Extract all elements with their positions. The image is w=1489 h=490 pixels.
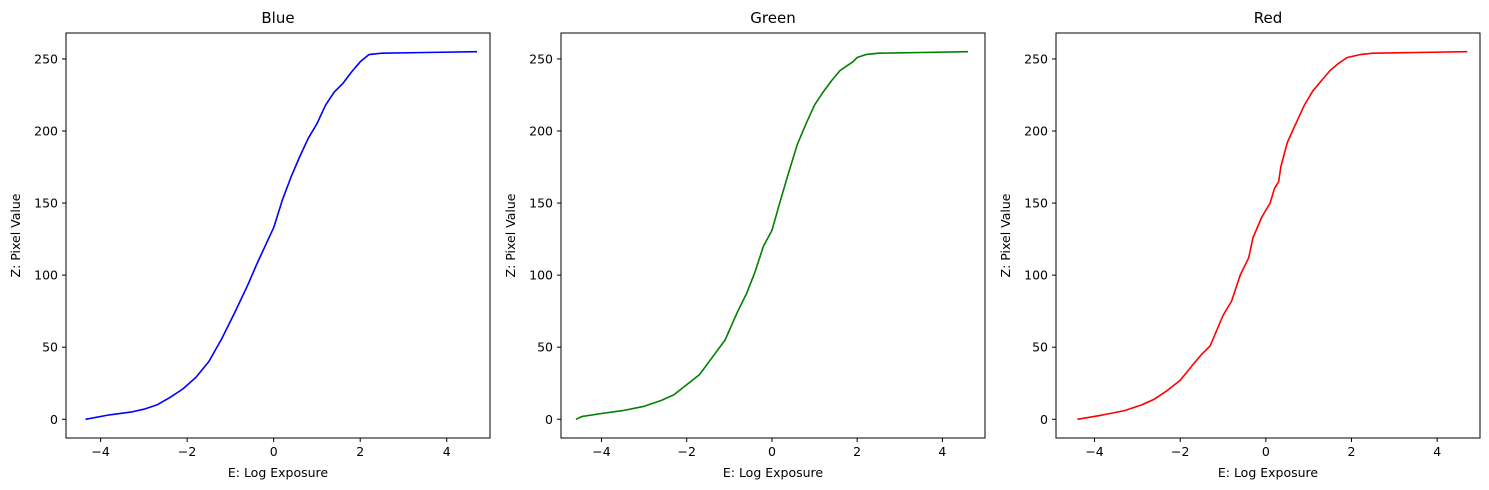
y-tick-label: 50 xyxy=(537,340,553,355)
x-tick-label: −4 xyxy=(592,444,610,459)
response-curve-line xyxy=(85,50,478,421)
x-tick-label: −4 xyxy=(91,444,109,459)
y-tick-label: 200 xyxy=(34,124,58,139)
y-axis: 0 50 100 150 200 250 xyxy=(529,51,561,427)
subplot-green: Green −4 −2 0 2 4 0 50 100 150 200 250 E: Log Exp… xyxy=(503,9,986,480)
y-axis: 0 50 100 150 200 250 xyxy=(34,51,66,427)
y-tick-label: 200 xyxy=(529,124,553,139)
x-tick-label: 0 xyxy=(1262,444,1270,459)
x-tick-label: 2 xyxy=(1348,444,1356,459)
x-tick-label: −2 xyxy=(178,444,196,459)
subplot-red: Red −4 −2 0 2 4 0 50 100 150 200 250 E: Log Expos… xyxy=(998,9,1481,480)
x-tick-label: 4 xyxy=(443,444,451,459)
y-tick-label: 250 xyxy=(529,51,553,66)
y-tick-label: 150 xyxy=(34,196,58,211)
y-tick-label: 0 xyxy=(545,412,553,427)
axes-frame xyxy=(1055,32,1481,439)
y-tick-label: 0 xyxy=(1040,412,1048,427)
subplot-blue: Blue −4 −2 0 2 4 0 50 100 150 200 250 E: Log Expo… xyxy=(8,9,491,480)
x-axis: −4 −2 0 2 4 xyxy=(1085,438,1441,459)
y-tick-label: 100 xyxy=(34,268,58,283)
x-tick-label: 2 xyxy=(356,444,364,459)
y-tick-label: 100 xyxy=(529,268,553,283)
chart-title: Blue xyxy=(261,9,294,27)
response-curve-line xyxy=(1077,50,1468,421)
chart-title: Green xyxy=(750,9,795,27)
y-tick-label: 150 xyxy=(1024,196,1048,211)
x-tick-label: 0 xyxy=(270,444,278,459)
series-group xyxy=(575,50,969,421)
y-axis-label: Z: Pixel Value xyxy=(503,193,518,277)
y-axis: 0 50 100 150 200 250 xyxy=(1024,51,1056,427)
response-curve-line xyxy=(575,50,969,421)
x-axis-label: E: Log Exposure xyxy=(228,465,329,480)
chart-title: Red xyxy=(1254,9,1283,27)
y-tick-label: 50 xyxy=(42,340,58,355)
x-axis: −4 −2 0 2 4 xyxy=(91,438,451,459)
x-tick-label: −4 xyxy=(1085,444,1103,459)
x-tick-label: −2 xyxy=(677,444,695,459)
x-axis-label: E: Log Exposure xyxy=(1218,465,1319,480)
y-axis-label: Z: Pixel Value xyxy=(998,193,1013,277)
x-tick-label: 4 xyxy=(938,444,946,459)
y-tick-label: 0 xyxy=(50,412,58,427)
x-tick-label: 0 xyxy=(768,444,776,459)
x-tick-label: 2 xyxy=(853,444,861,459)
series-group xyxy=(1077,50,1468,421)
y-tick-label: 50 xyxy=(1032,340,1048,355)
x-axis: −4 −2 0 2 4 xyxy=(592,438,946,459)
x-axis-label: E: Log Exposure xyxy=(723,465,824,480)
y-axis-label: Z: Pixel Value xyxy=(8,193,23,277)
y-tick-label: 200 xyxy=(1024,124,1048,139)
y-tick-label: 150 xyxy=(529,196,553,211)
x-tick-label: 4 xyxy=(1433,444,1441,459)
y-tick-label: 250 xyxy=(34,51,58,66)
series-group xyxy=(85,50,478,421)
axes-frame xyxy=(65,32,491,439)
x-tick-label: −2 xyxy=(1171,444,1189,459)
y-tick-label: 100 xyxy=(1024,268,1048,283)
axes-frame xyxy=(560,32,986,439)
y-tick-label: 250 xyxy=(1024,51,1048,66)
